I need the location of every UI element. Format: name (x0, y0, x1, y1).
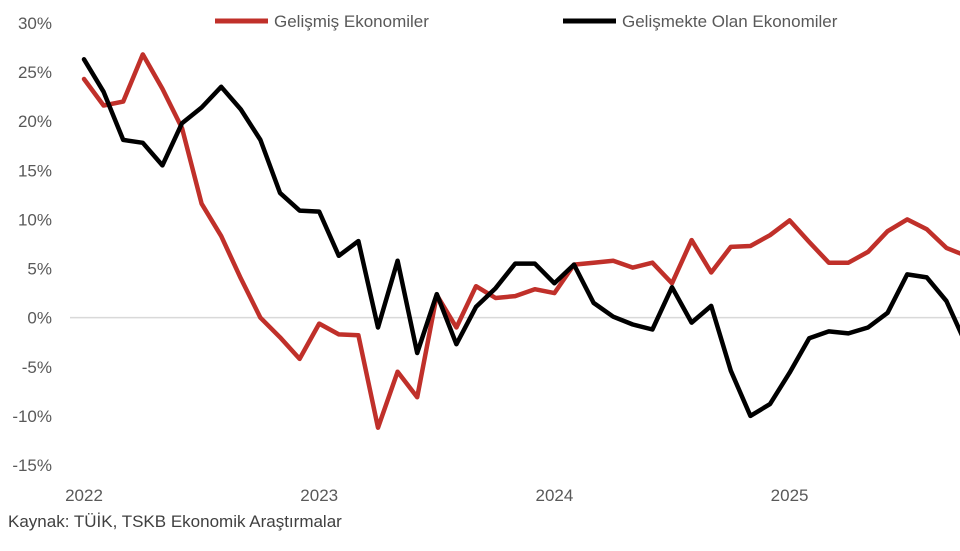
y-tick-label: 20% (18, 112, 52, 131)
y-tick-label: -15% (12, 456, 52, 475)
x-tick-label: 2022 (65, 486, 103, 505)
y-tick-label: 5% (27, 260, 52, 279)
x-tick-label: 2025 (771, 486, 809, 505)
y-tick-label: 10% (18, 210, 52, 229)
source-note: Kaynak: TÜİK, TSKB Ekonomik Araştırmalar (8, 512, 342, 531)
y-tick-label: -10% (12, 407, 52, 426)
legend: Gelişmiş Ekonomiler Gelişmekte Olan Ekon… (215, 12, 838, 31)
x-tick-label: 2024 (535, 486, 573, 505)
y-axis: -15% -10% -5% 0% 5% 10% 15% 20% 25% 30% (12, 14, 52, 475)
y-tick-label: 25% (18, 63, 52, 82)
y-tick-label: -5% (22, 358, 52, 377)
x-axis: 2022 2023 2024 2025 (65, 486, 808, 505)
series-line-emerging (81, 57, 960, 419)
line-chart: Gelişmiş Ekonomiler Gelişmekte Olan Ekon… (12, 12, 960, 505)
legend-label-emerging: Gelişmekte Olan Ekonomiler (622, 12, 838, 31)
y-tick-label: 30% (18, 14, 52, 33)
y-tick-label: 15% (18, 161, 52, 180)
legend-label-developed: Gelişmiş Ekonomiler (274, 12, 429, 31)
series-line-developed (81, 52, 960, 430)
y-tick-label: 0% (27, 309, 52, 328)
series-layer (81, 52, 960, 430)
x-tick-label: 2023 (300, 486, 338, 505)
